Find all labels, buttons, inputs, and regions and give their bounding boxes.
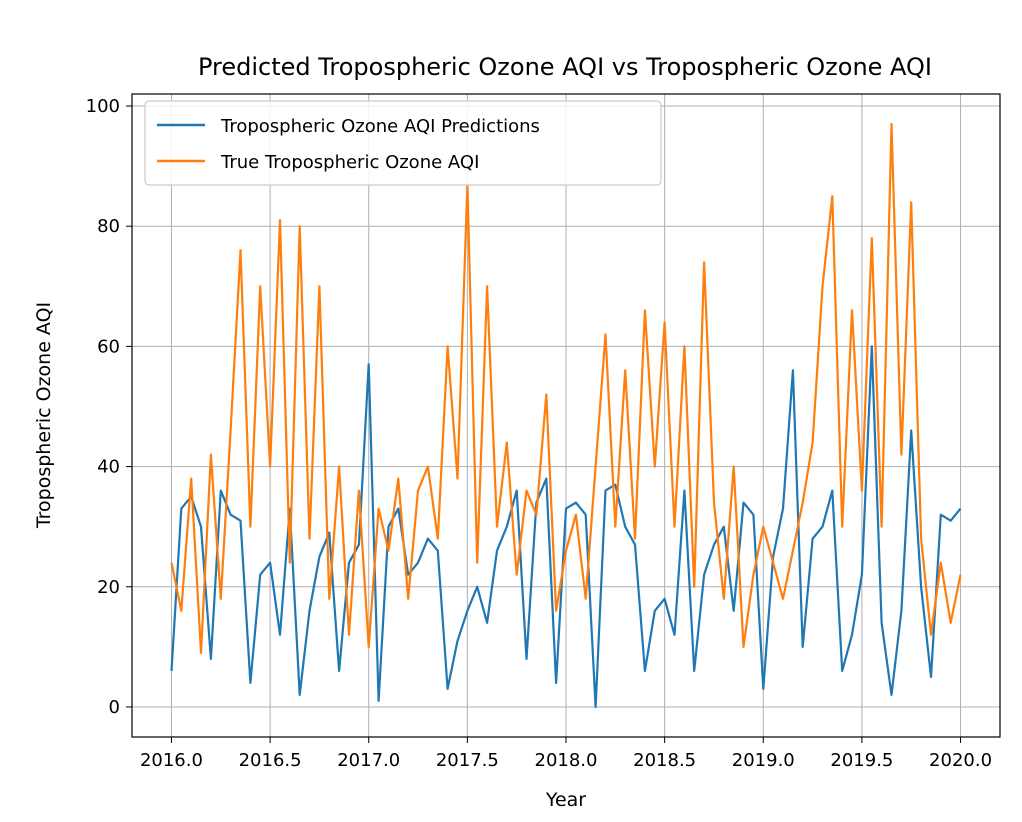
- y-tick-label: 80: [97, 216, 120, 237]
- y-tick-label: 60: [97, 336, 120, 357]
- x-axis-label: Year: [545, 789, 586, 811]
- true-series-line: [170, 122, 962, 655]
- grid-layer: [132, 94, 1000, 737]
- x-tick-label: 2017.0: [337, 750, 400, 771]
- predictions-series-line: [170, 345, 962, 709]
- x-tick-label: 2019.0: [732, 750, 795, 771]
- x-tick-label: 2018.0: [535, 750, 598, 771]
- chart-title: Predicted Tropospheric Ozone AQI vs Trop…: [198, 53, 932, 81]
- y-tick-label: 20: [97, 577, 120, 598]
- legend-label-true: True Tropospheric Ozone AQI: [220, 152, 479, 173]
- y-tick-label: 0: [109, 697, 120, 718]
- legend: Tropospheric Ozone AQI Predictions True …: [144, 100, 662, 186]
- series-layer: [170, 122, 962, 709]
- x-tick-label: 2017.5: [436, 750, 499, 771]
- x-tick-label: 2019.5: [830, 750, 893, 771]
- x-tick-label: 2016.5: [239, 750, 302, 771]
- y-tick-label: 40: [97, 457, 120, 478]
- x-tick-label: 2018.5: [633, 750, 696, 771]
- y-axis-label: Tropospheric Ozone AQI: [33, 302, 55, 529]
- legend-label-predictions: Tropospheric Ozone AQI Predictions: [220, 116, 540, 137]
- tick-layer: 2016.0 2016.5 2017.0 2017.5 2018.0 2018.5 2019…: [86, 96, 992, 771]
- legend-box: [144, 100, 662, 186]
- x-tick-label: 2016.0: [140, 750, 203, 771]
- y-tick-label: 100: [86, 96, 120, 117]
- x-tick-label: 2020.0: [929, 750, 992, 771]
